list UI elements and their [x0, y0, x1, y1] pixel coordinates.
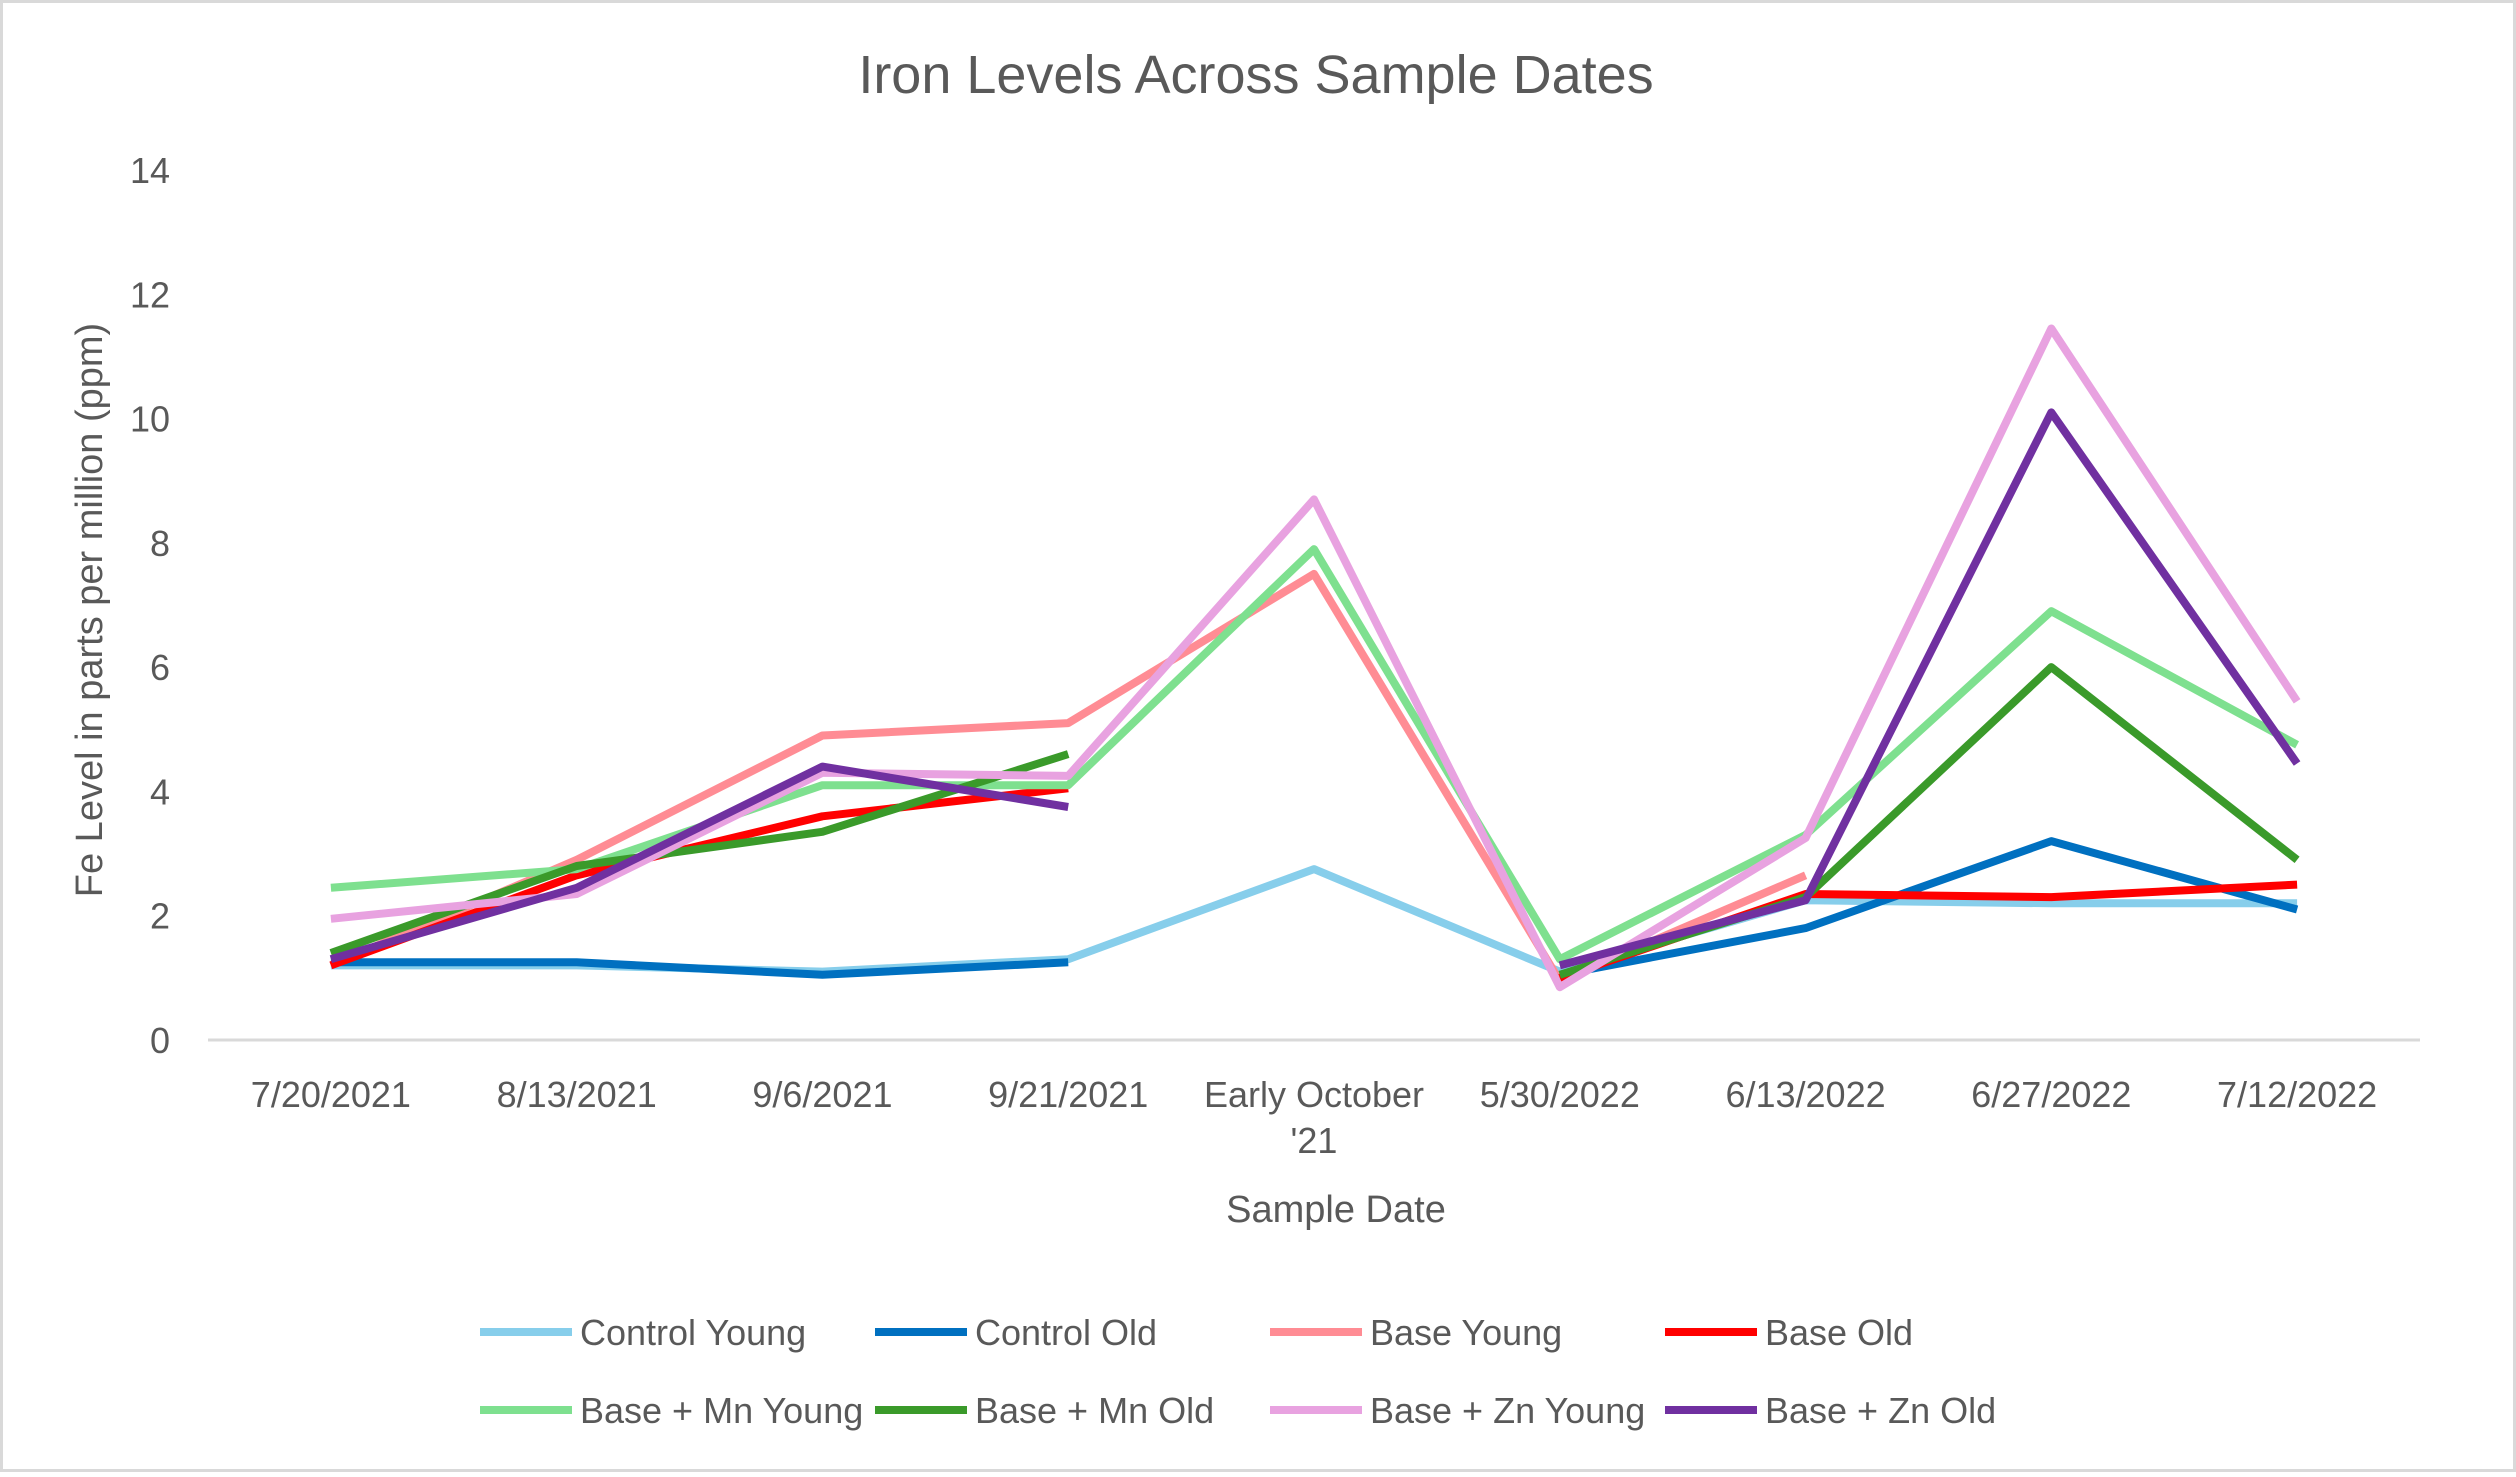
legend: Control Young Control Old Base Young Base O… — [480, 1312, 1996, 1431]
legend-label: Base + Mn Old — [975, 1390, 1214, 1431]
legend-item[interactable]: Control Young — [480, 1312, 806, 1353]
legend-item[interactable]: Base + Zn Young — [1270, 1390, 1645, 1431]
x-tick-label: 6/27/2022 — [1971, 1074, 2131, 1115]
series-line-control-old — [330, 837, 2299, 979]
x-tick-label: 6/13/2022 — [1725, 1074, 1885, 1115]
y-tick-label: 6 — [150, 647, 170, 688]
y-tick-label: 12 — [130, 274, 170, 315]
x-axis-label: Sample Date — [1226, 1189, 1446, 1231]
y-tick-label: 2 — [150, 896, 170, 937]
y-axis-label: Fe Level in parts per million (ppm) — [69, 323, 111, 897]
legend-label: Control Old — [975, 1312, 1157, 1353]
legend-item[interactable]: Base + Mn Young — [480, 1390, 863, 1431]
y-tick-label: 10 — [130, 399, 170, 440]
x-tick-label: 5/30/2022 — [1480, 1074, 1640, 1115]
series-line-base-zn-young — [330, 324, 2301, 992]
x-tick-label: Early October '21 — [1204, 1074, 1424, 1161]
legend-label: Control Young — [580, 1312, 806, 1353]
legend-label: Base + Zn Young — [1370, 1390, 1645, 1431]
y-tick-label: 14 — [130, 150, 170, 191]
y-tick-labels: 0 2 4 6 8 10 12 14 — [130, 150, 170, 1061]
y-tick-label: 8 — [150, 523, 170, 564]
chart-title: Iron Levels Across Sample Dates — [858, 45, 1653, 105]
legend-item[interactable]: Base + Zn Old — [1665, 1390, 1996, 1431]
series-lines — [329, 324, 2301, 992]
series-line-base-mn-young — [330, 545, 2300, 964]
legend-label: Base + Mn Young — [580, 1390, 863, 1431]
x-tick-labels: 7/20/2021 8/13/2021 9/6/2021 9/21/2021 Early… — [251, 1074, 2377, 1161]
legend-label: Base + Zn Old — [1765, 1390, 1996, 1431]
legend-label: Base Young — [1370, 1312, 1562, 1353]
legend-item[interactable]: Control Old — [875, 1312, 1157, 1353]
series-line-base-zn-old — [329, 408, 2301, 970]
legend-item[interactable]: Base Young — [1270, 1312, 1562, 1353]
x-tick-label: 9/21/2021 — [988, 1074, 1148, 1115]
x-tick-label: 7/20/2021 — [251, 1074, 411, 1115]
legend-item[interactable]: Base Old — [1665, 1312, 1913, 1353]
legend-item[interactable]: Base + Mn Old — [875, 1390, 1214, 1431]
x-tick-label: 8/13/2021 — [497, 1074, 657, 1115]
x-tick-label: 7/12/2022 — [2217, 1074, 2377, 1115]
y-tick-label: 0 — [150, 1020, 170, 1061]
y-tick-label: 4 — [150, 771, 170, 812]
x-tick-label: 9/6/2021 — [752, 1074, 892, 1115]
legend-label: Base Old — [1765, 1312, 1913, 1353]
